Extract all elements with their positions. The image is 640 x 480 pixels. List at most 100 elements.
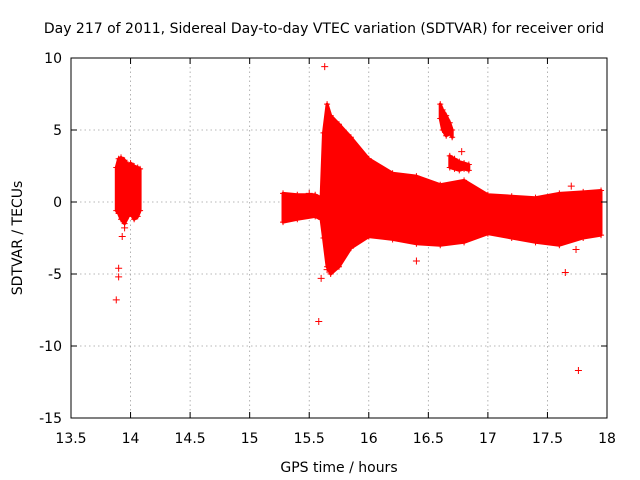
band-edge-marker	[389, 170, 396, 177]
band-edge-marker	[598, 232, 605, 239]
band-edge-marker	[320, 235, 327, 241]
band-edge-marker	[451, 165, 458, 172]
band-edge-marker	[508, 235, 515, 241]
plot-frame	[70, 57, 608, 419]
band-edge-marker	[437, 101, 444, 108]
band-edge-marker	[449, 127, 456, 133]
data-point	[317, 274, 325, 282]
band-edge-marker	[118, 216, 125, 223]
band-edge-marker	[131, 216, 138, 223]
band-edge-marker	[127, 160, 134, 167]
band-edge-marker	[347, 134, 354, 141]
band-edge-marker	[324, 101, 331, 108]
y-tick-label: 0	[53, 195, 62, 211]
x-tick-label: 18	[598, 431, 616, 447]
data-point	[458, 148, 466, 156]
data-point	[315, 318, 323, 326]
data-point	[121, 224, 129, 232]
x-tick-label: 13.5	[55, 431, 86, 447]
band-edge-marker	[580, 188, 587, 195]
band-edge-marker	[439, 127, 446, 133]
data-point	[112, 296, 120, 304]
band-edge-marker	[598, 187, 605, 194]
band-edge-marker	[312, 191, 319, 198]
band-edge-marker	[134, 213, 141, 220]
band-edge-marker	[439, 106, 446, 113]
band-edge-marker	[365, 233, 372, 240]
band-edge-marker	[556, 242, 563, 249]
band-edge-marker	[446, 164, 453, 171]
band-edge-marker	[118, 154, 125, 161]
band-edge-marker	[532, 239, 539, 246]
data-point	[321, 63, 329, 71]
band-edge-marker	[532, 194, 539, 201]
band-edge-marker	[465, 167, 472, 174]
band-edge-marker	[461, 177, 468, 184]
data-point	[574, 366, 582, 374]
band-edge-marker	[437, 115, 444, 122]
y-tick-label: -10	[39, 339, 62, 355]
band-edge-marker	[451, 155, 458, 162]
band-edge-marker	[443, 132, 450, 139]
data-band-segment-3	[438, 102, 454, 139]
band-edge-marker	[413, 173, 420, 180]
x-tick-label: 16.5	[413, 431, 444, 447]
band-edge-marker	[461, 165, 468, 172]
axis-ticks: 13.5 14 14.5 15 15.5 16 16.5 17 17.5 18 -15 -10 -5 0 5…	[39, 51, 616, 447]
data-point	[323, 266, 331, 274]
x-tick-label: 16	[360, 431, 378, 447]
band-edge-marker	[336, 263, 342, 270]
band-edge-marker	[113, 164, 120, 171]
band-edge-marker	[446, 119, 453, 126]
band-edge-marker	[446, 152, 453, 159]
x-tick-label: 14	[122, 431, 140, 447]
x-axis-label: GPS time / hours	[280, 460, 397, 476]
band-edge-marker	[312, 213, 319, 220]
y-tick-label: -15	[39, 411, 62, 427]
data-point	[115, 264, 123, 272]
x-tick-label: 15.5	[294, 431, 325, 447]
band-edge-marker	[318, 194, 325, 201]
band-edge-marker	[413, 240, 420, 247]
band-edge-marker	[556, 190, 563, 197]
band-edge-marker	[294, 216, 301, 223]
data-point	[305, 189, 313, 197]
band-edge-marker	[456, 167, 463, 174]
band-edge-marker	[580, 235, 587, 241]
band-edge-marker	[484, 191, 491, 198]
band-edge-marker	[508, 193, 515, 200]
band-edge-marker	[336, 121, 342, 128]
band-edge-marker	[127, 210, 134, 217]
band-edge-marker	[437, 242, 444, 249]
data-point	[115, 273, 123, 281]
data-points	[112, 63, 605, 374]
band-edge-marker	[449, 134, 456, 141]
band-edge-marker	[121, 157, 128, 164]
band-edge-marker	[327, 271, 334, 277]
band-edge-marker	[456, 158, 463, 165]
y-tick-label: -5	[48, 267, 62, 283]
band-edge-marker	[294, 191, 301, 198]
band-edge-marker	[365, 155, 372, 162]
chart-title: Day 217 of 2011, Sidereal Day-to-day VTE…	[44, 21, 604, 37]
y-axis-label: SDTVAR / TECUs	[10, 181, 26, 296]
x-tick-label: 14.5	[175, 431, 206, 447]
data-point	[412, 257, 420, 265]
y-tick-label: 10	[44, 51, 62, 67]
band-edge-marker	[137, 165, 144, 172]
x-tick-label: 17.5	[532, 431, 563, 447]
band-edge-marker	[327, 112, 334, 119]
x-tick-label: 17	[479, 431, 497, 447]
data-point	[572, 246, 580, 254]
band-edge-marker	[465, 161, 472, 168]
band-edge-marker	[461, 160, 468, 167]
x-tick-label: 15	[241, 431, 259, 447]
band-edge-marker	[437, 181, 444, 188]
band-edge-marker	[280, 219, 287, 226]
band-edge-marker	[115, 210, 122, 217]
band-edge-marker	[461, 239, 468, 246]
data-bands	[114, 102, 603, 276]
band-edge-marker	[318, 216, 325, 223]
data-point	[561, 269, 569, 277]
